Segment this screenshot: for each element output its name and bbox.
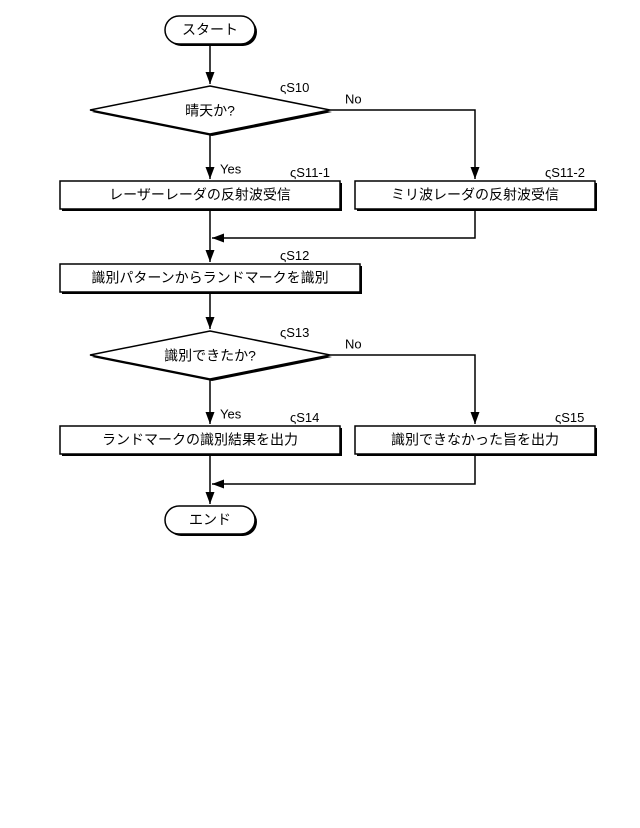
node-end-label: エンド	[189, 512, 231, 528]
node-s15-label: 識別できなかった旨を出力	[391, 432, 559, 448]
edge-label-no-2: No	[345, 336, 362, 351]
step-s13: ςS13	[280, 325, 309, 340]
edge-s10-s11-2	[330, 110, 475, 179]
edge-label-yes-1: Yes	[220, 161, 242, 176]
step-s12: ςS12	[280, 248, 309, 263]
node-s11-1-label: レーザーレーダの反射波受信	[109, 187, 291, 203]
step-s10: ςS10	[280, 80, 309, 95]
node-s13-label: 識別できたか?	[164, 348, 256, 364]
edge-s15-merge	[212, 454, 475, 484]
node-s11-2-label: ミリ波レーダの反射波受信	[391, 187, 559, 203]
edge-s13-s15	[330, 355, 475, 424]
node-s13: 識別できたか? ςS13	[90, 325, 332, 381]
step-s14: ςS14	[290, 410, 319, 425]
flowchart-canvas: Yes No Yes No スタート 晴天か? ςS10 レーザーレーダの反射波…	[0, 0, 640, 828]
edge-label-no-1: No	[345, 91, 362, 106]
node-s14: ランドマークの識別結果を出力 ςS14	[60, 410, 342, 456]
node-s11-1: レーザーレーダの反射波受信 ςS11-1	[60, 165, 342, 211]
edge-s11-2-merge	[212, 209, 475, 238]
node-s11-2: ミリ波レーダの反射波受信 ςS11-2	[355, 165, 597, 211]
step-s15: ςS15	[555, 410, 584, 425]
step-s11-2: ςS11-2	[545, 165, 585, 180]
step-s11-1: ςS11-1	[290, 165, 330, 180]
node-s12: 識別パターンからランドマークを識別 ςS12	[60, 248, 362, 294]
node-s15: 識別できなかった旨を出力 ςS15	[355, 410, 597, 456]
node-start-label: スタート	[182, 22, 238, 38]
node-s10: 晴天か? ςS10	[90, 80, 332, 136]
node-s10-label: 晴天か?	[185, 103, 235, 119]
edge-label-yes-2: Yes	[220, 406, 242, 421]
node-s14-label: ランドマークの識別結果を出力	[102, 432, 298, 448]
node-s12-label: 識別パターンからランドマークを識別	[91, 270, 328, 286]
node-end: エンド	[165, 506, 257, 536]
node-start: スタート	[165, 16, 257, 46]
